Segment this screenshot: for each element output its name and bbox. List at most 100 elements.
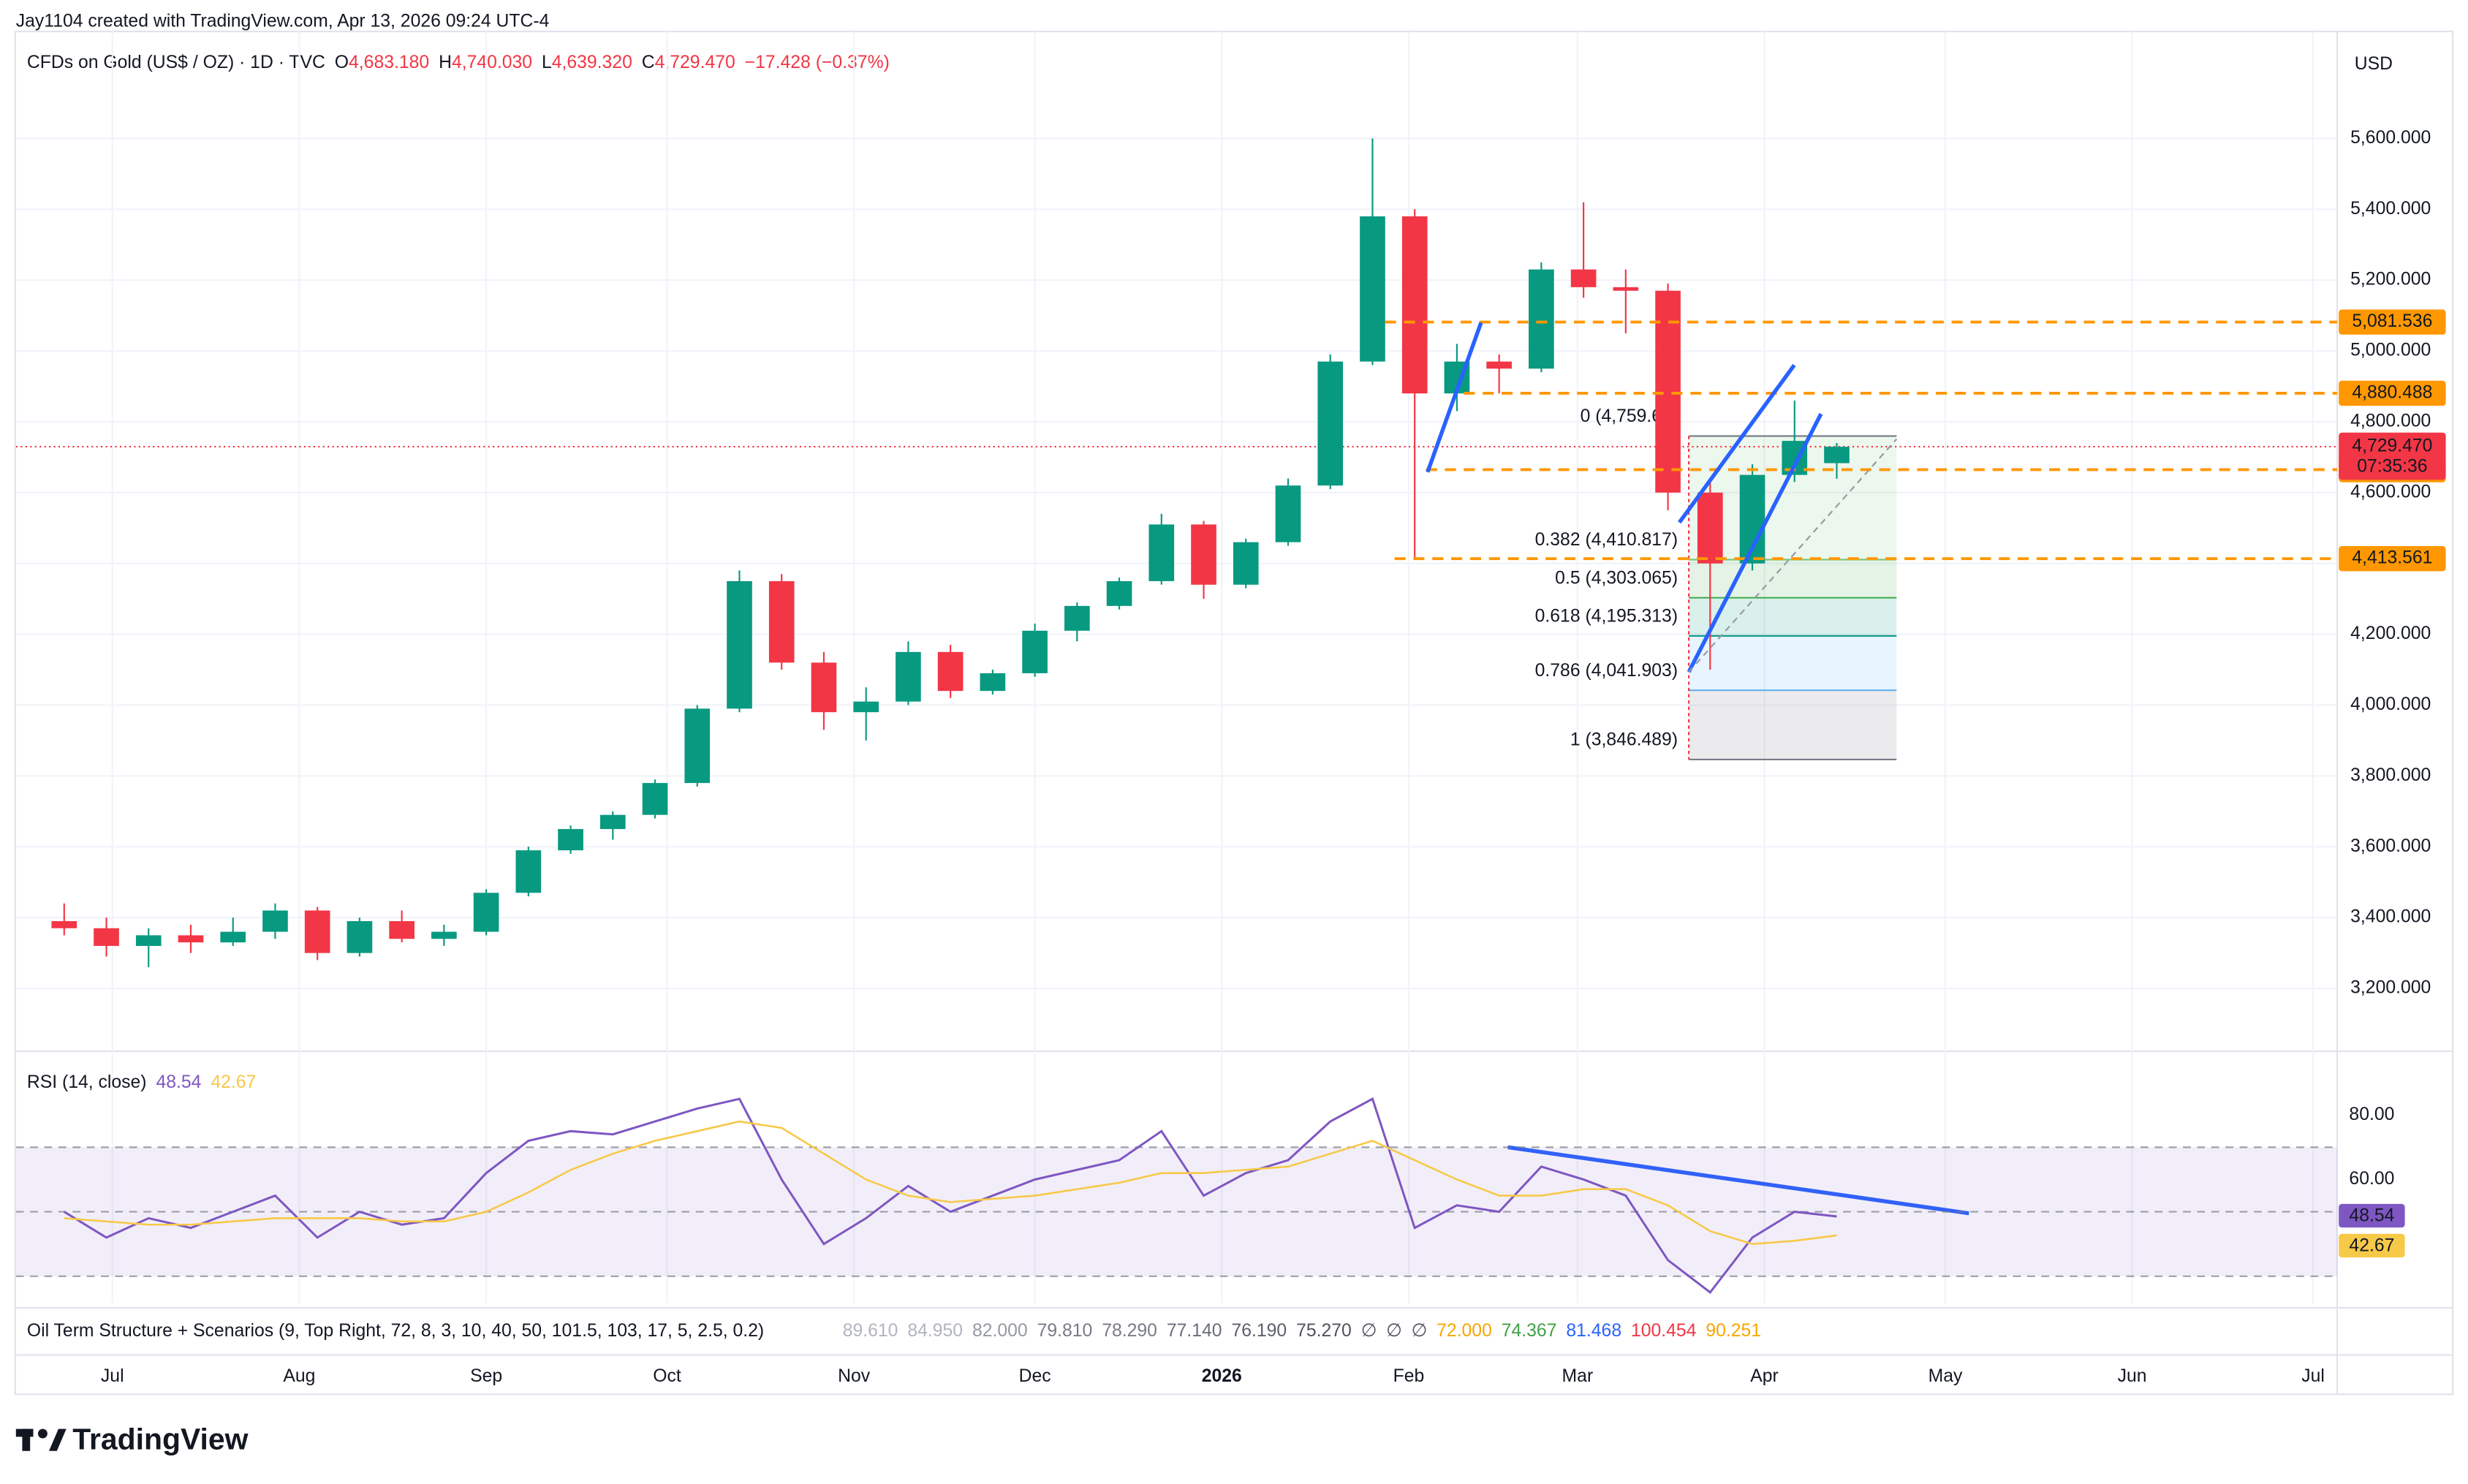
frame [14,30,2454,1396]
logo-icon [49,1428,67,1451]
indicator-value: 89.610 [843,1321,898,1341]
last-price-label: 4,729.470 [2352,436,2432,456]
y-tick-label: 5,000.000 [2350,341,2431,360]
candle-body [1529,269,1554,369]
rsi-value-label: 42.67 [2349,1236,2394,1256]
candle-body [1697,492,1723,564]
legend-ohlc: CFDs on Gold (US$ / OZ) · 1D · TVC O4,683… [27,53,890,72]
indicator-value: 84.950 [907,1321,963,1341]
candle-body [1191,524,1216,585]
x-tick-label: May [1928,1366,1963,1386]
rsi-tick-label: 60.00 [2349,1169,2394,1189]
indicator-value: 75.270 [1296,1321,1352,1341]
logo-icon [37,1428,48,1439]
candle-body [94,928,119,946]
rsi-legend: RSI (14, close) 48.54 42.67 [27,1072,256,1092]
indicator-value: 76.190 [1231,1321,1287,1341]
indicator-value: ∅ [1361,1321,1377,1341]
trend-line [1687,412,1823,673]
rsi-title: RSI (14, close) [27,1072,147,1092]
indicator-value: 81.468 [1566,1321,1621,1341]
candle-body [135,935,162,946]
currency: USD [2355,54,2393,74]
indicator-value: ∅ [1386,1321,1402,1341]
o-label: O [335,53,349,72]
y-tick-label: 3,600.000 [2350,836,2431,856]
indicator-value: 74.367 [1502,1321,1557,1341]
candle-body [853,701,879,713]
indicator-value: 82.000 [972,1321,1028,1341]
level-price-label: 5,081.536 [2352,311,2432,331]
level-price-tag [2339,545,2446,572]
logo-text: TradingView [72,1423,248,1456]
candle-body [389,921,415,939]
fib-zone [1689,559,1897,598]
fib-label: 0.786 (4,041.903) [1535,661,1678,681]
h-label: H [439,53,452,72]
o-value: 4,683.180 [349,53,429,72]
level-price-tag [2339,309,2446,335]
candle-body [347,921,373,953]
indicator-value: 77.140 [1167,1321,1222,1341]
candle-body [937,651,964,692]
indicator-title: Oil Term Structure + Scenarios (9, Top R… [27,1321,764,1341]
y-tick-label: 4,600.000 [2350,482,2431,501]
candle-body [727,580,752,709]
c-label: C [642,53,655,72]
candle-body [1317,361,1344,486]
indicator-value: 78.290 [1102,1321,1157,1341]
level-price-label: 4,880.488 [2352,382,2432,402]
x-tick-label: Sep [470,1366,502,1386]
candle-body [642,783,668,815]
ma-legend-value: 42.67 [211,1072,256,1092]
candle-body [262,910,288,932]
logo: TradingView [15,1423,249,1456]
candle-body [811,662,837,713]
last-price-tag [2339,432,2446,480]
l-label: L [542,53,552,72]
fib-zone [1689,635,1897,691]
fib-diagonal [1688,438,1898,673]
rsi-value-tag [2339,1203,2405,1228]
symbol: CFDs on Gold (US$ / OZ) · 1D · TVC [27,53,325,72]
candle-body [1570,269,1597,287]
x-tick-label: Feb [1393,1366,1425,1386]
y-tick-label: 3,200.000 [2350,978,2431,998]
candle-body [1064,605,1090,631]
candle-body [178,935,204,943]
candle-body [1613,287,1639,291]
candle-body [1106,580,1132,606]
change: −17.428 (−0.37%) [745,53,890,72]
rsi-legend-value: 48.54 [156,1072,201,1092]
fib-zone [1689,597,1897,636]
candle-body [558,829,583,851]
y-tick-label: 4,800.000 [2350,411,2431,431]
candle-body [980,673,1006,692]
candle-body [1148,524,1175,581]
x-tick-label: Aug [283,1366,315,1386]
logo-icon [22,1428,31,1451]
trend-line [1426,322,1483,473]
rsi-value-label: 48.54 [2349,1206,2394,1226]
c-value: 4,729.470 [655,53,735,72]
candle-body [1275,485,1301,542]
candle-body [1360,216,1385,362]
rsi-line [64,1120,1837,1246]
candle-body [1233,542,1259,585]
x-tick-label: Apr [1750,1366,1779,1386]
fib-label: 0.382 (4,410.817) [1535,530,1678,550]
candle-body [51,921,77,928]
fib-label: 1 (3,846.489) [1570,730,1678,750]
y-tick-label: 4,200.000 [2350,624,2431,643]
candle-body [515,850,542,893]
y-tick-label: 5,400.000 [2350,199,2431,219]
trend-line [1678,363,1796,524]
x-tick-label: Nov [838,1366,871,1386]
candle-body [896,651,921,702]
candle-body [473,893,499,932]
fib-zone [1689,690,1897,760]
x-tick-label: Jul [2301,1366,2325,1386]
